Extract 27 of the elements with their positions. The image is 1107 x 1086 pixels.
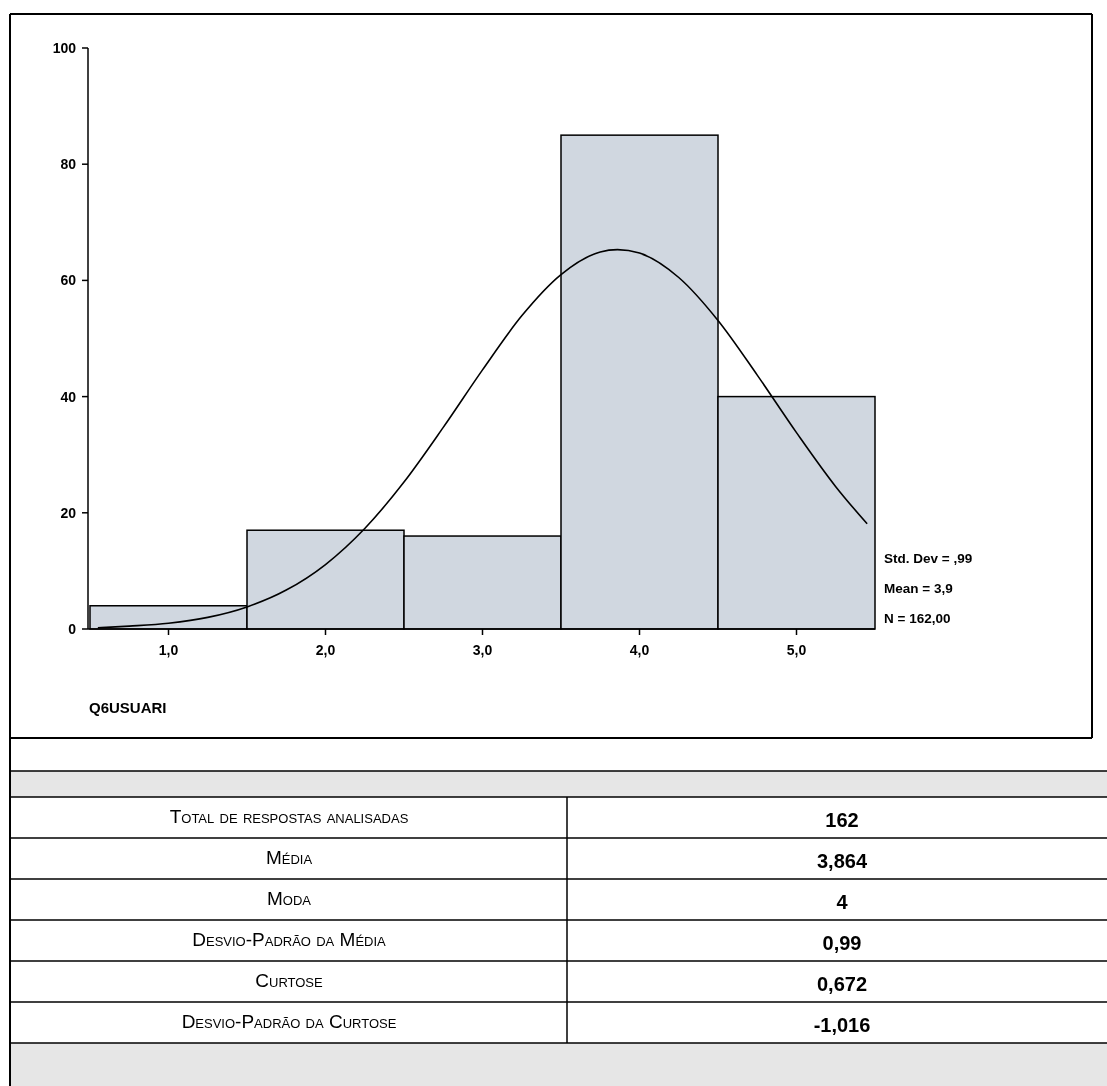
text: Total de respostas analisadas (169, 806, 409, 827)
text: Mean = 3,9 (884, 581, 953, 596)
x-tick-label: 5,0 (786, 642, 807, 658)
y-tick-label: 0 (68, 620, 77, 637)
y-tick-label: 60 (60, 272, 77, 289)
text: Curtose (255, 970, 324, 991)
text: 162 (825, 809, 859, 831)
x-tick-label: 1,0 (158, 642, 179, 658)
x-tick-label: 2,0 (315, 642, 336, 658)
text: 0,672 (816, 973, 868, 995)
y-tick-label: 40 (60, 388, 77, 405)
text: -1,016 (813, 1014, 871, 1036)
text: Std. Dev = ,99 (884, 551, 973, 566)
text: 4 (836, 891, 849, 913)
x-tick-label: 3,0 (472, 642, 493, 658)
x-axis-title: Q6USUARI (89, 699, 167, 716)
y-tick-label: 20 (60, 504, 77, 521)
y-tick-label: 100 (52, 39, 77, 56)
text: Moda (267, 888, 312, 909)
text: 0,99 (822, 932, 862, 954)
text: Média (265, 847, 313, 868)
y-tick-label: 80 (60, 156, 77, 173)
x-tick-label: 4,0 (629, 642, 650, 658)
text: Desvio-Padrão da Média (192, 929, 387, 950)
text: Desvio-Padrão da Curtose (181, 1011, 397, 1032)
text: N = 162,00 (884, 611, 951, 626)
text: 3,864 (816, 850, 868, 872)
